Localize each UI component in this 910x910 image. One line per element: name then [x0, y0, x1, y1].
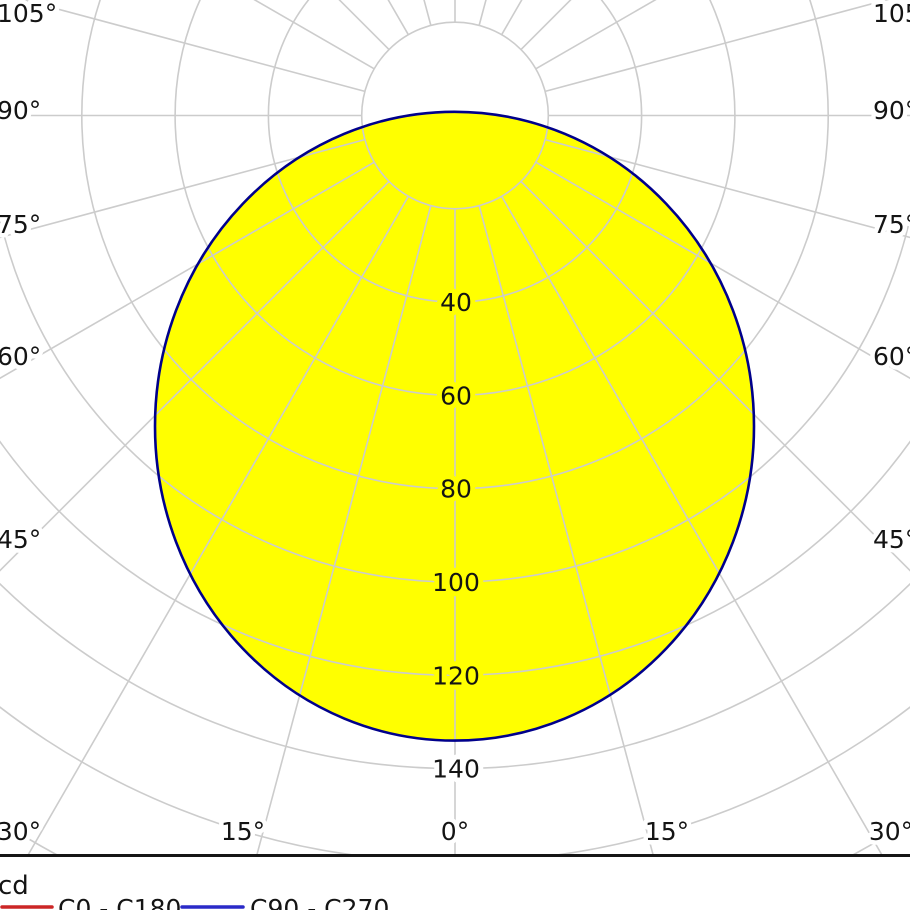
- angle-label-bottom: 30°: [0, 817, 41, 846]
- grid-ray: [0, 180, 390, 572]
- angle-label-bottom: 15°: [221, 817, 265, 846]
- legend-item-c0-c180: C0 - C180: [0, 894, 181, 910]
- legend-label-c90-c270: C90 - C270: [250, 894, 389, 910]
- angle-label-left: 105°: [0, 0, 57, 28]
- angle-label-right: 105°: [873, 0, 910, 28]
- angle-label-bottom: 0°: [441, 817, 469, 846]
- grid-ray: [387, 0, 410, 36]
- angle-label-right: 75°: [873, 210, 910, 239]
- grid-ray: [338, 0, 390, 51]
- grid-ray: [0, 138, 366, 239]
- intensity-outline: [153, 110, 756, 742]
- legend: C0 - C180 C90 - C270: [0, 894, 389, 910]
- angle-label-bottom: 15°: [645, 817, 689, 846]
- angle-label-left: 75°: [0, 210, 41, 239]
- grid-ray: [478, 0, 487, 26]
- grid-ray: [20, 0, 366, 93]
- grid-ray: [478, 205, 654, 854]
- grid-ray: [535, 161, 910, 380]
- legend-label-c0-c180: C0 - C180: [58, 894, 181, 910]
- radial-tick-label: 60: [440, 381, 472, 410]
- grid-ray: [520, 0, 572, 51]
- grid-ray: [520, 180, 910, 572]
- angle-label-left: 60°: [0, 342, 41, 371]
- angle-label-right: 90°: [873, 96, 910, 125]
- radial-tick-label: 140: [432, 755, 480, 784]
- radial-tick-label: 80: [440, 475, 472, 504]
- angle-label-right: 45°: [873, 525, 910, 554]
- angle-label-bottom: 30°: [869, 817, 910, 846]
- grid-ray: [544, 0, 890, 93]
- radial-tick-label: 100: [432, 568, 480, 597]
- angle-tick-labels: 105° 90° 75° 60° 45° 105° 90° 75° 60° 45° 30° 15° 0°…: [0, 0, 910, 846]
- grid-ray: [500, 0, 523, 36]
- grid-ray: [423, 0, 432, 26]
- angle-label-right: 60°: [873, 342, 910, 371]
- grid-ray: [0, 161, 375, 380]
- grid-ray: [27, 195, 410, 854]
- grid-ray: [544, 138, 910, 239]
- grid-ray: [256, 205, 432, 854]
- angle-label-left: 45°: [0, 525, 41, 554]
- grid-ray: [500, 195, 883, 854]
- unit-label: cd: [0, 871, 29, 901]
- legend-item-c90-c270: C90 - C270: [180, 894, 389, 910]
- angle-label-left: 90°: [0, 96, 41, 125]
- radial-tick-label: 120: [432, 661, 480, 690]
- radial-tick-label: 40: [440, 288, 472, 317]
